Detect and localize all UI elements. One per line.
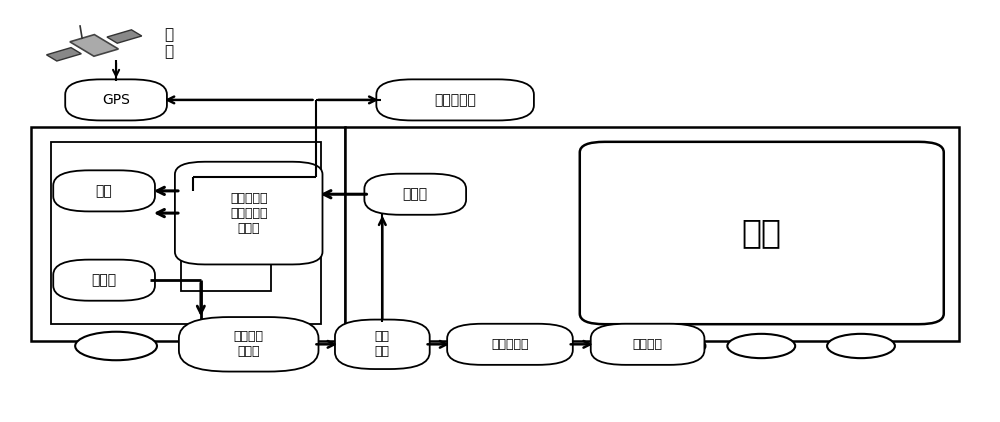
Ellipse shape xyxy=(75,332,157,360)
Ellipse shape xyxy=(205,332,287,360)
Polygon shape xyxy=(107,30,142,43)
Bar xyxy=(31,127,345,341)
Text: 载重: 载重 xyxy=(742,216,782,249)
FancyBboxPatch shape xyxy=(376,79,534,120)
Ellipse shape xyxy=(638,334,705,358)
Text: 尾气
出口: 尾气 出口 xyxy=(375,330,390,358)
Text: 卫
星: 卫 星 xyxy=(164,27,173,60)
Text: GPS: GPS xyxy=(102,93,130,107)
Text: 环境温湿度: 环境温湿度 xyxy=(434,93,476,107)
Ellipse shape xyxy=(727,334,795,358)
FancyBboxPatch shape xyxy=(179,317,319,371)
FancyBboxPatch shape xyxy=(175,162,322,265)
Polygon shape xyxy=(70,35,118,56)
Text: 发动机: 发动机 xyxy=(92,273,117,287)
FancyBboxPatch shape xyxy=(580,142,944,324)
Bar xyxy=(345,127,959,341)
Ellipse shape xyxy=(827,334,895,358)
FancyBboxPatch shape xyxy=(53,260,155,301)
Polygon shape xyxy=(47,48,81,61)
FancyBboxPatch shape xyxy=(65,79,167,120)
FancyBboxPatch shape xyxy=(53,170,155,211)
FancyBboxPatch shape xyxy=(591,324,704,365)
Bar xyxy=(51,142,320,324)
Text: 气态污染物
及颗粒物测
量设备: 气态污染物 及颗粒物测 量设备 xyxy=(230,192,267,235)
Text: 排气后处
理设备: 排气后处 理设备 xyxy=(234,330,264,358)
FancyBboxPatch shape xyxy=(447,324,573,365)
Text: 环境空气: 环境空气 xyxy=(633,338,663,351)
Bar xyxy=(181,178,271,291)
Text: 排气流量计: 排气流量计 xyxy=(491,338,529,351)
FancyBboxPatch shape xyxy=(364,174,466,215)
Text: 取样管: 取样管 xyxy=(403,187,428,201)
FancyBboxPatch shape xyxy=(335,319,430,369)
Text: 电脑: 电脑 xyxy=(96,184,112,198)
